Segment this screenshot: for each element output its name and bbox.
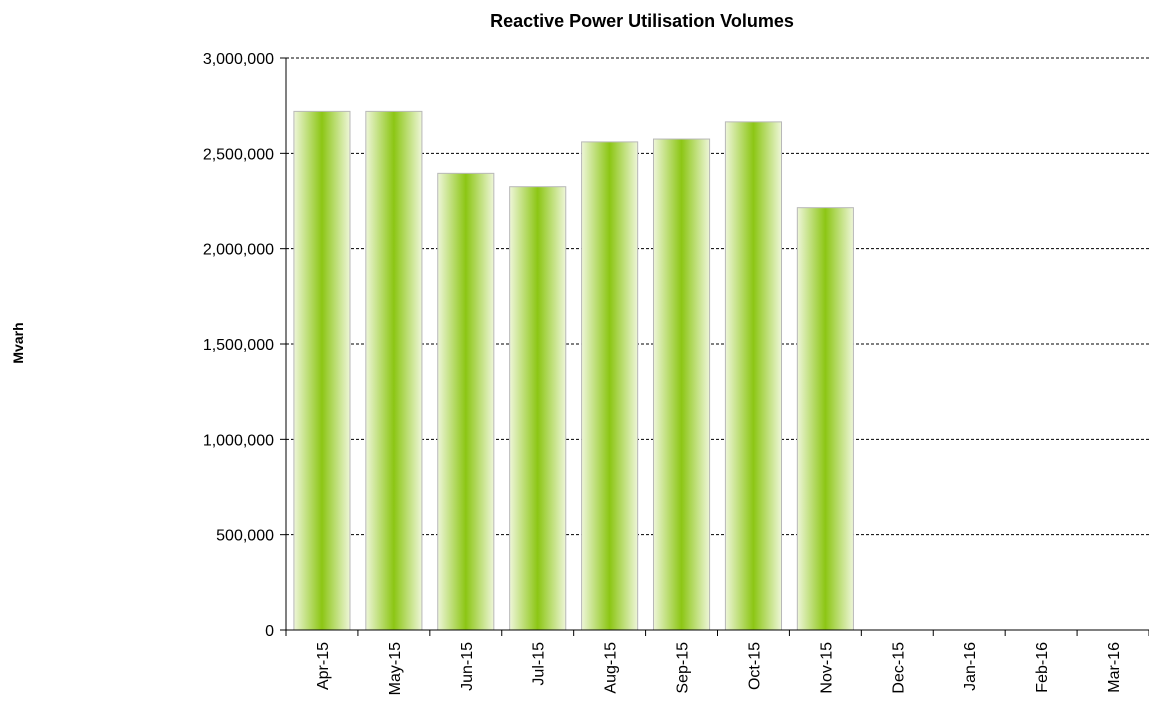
chart-title: Reactive Power Utilisation Volumes — [490, 11, 794, 31]
y-tick-label: 2,000,000 — [203, 242, 274, 259]
y-tick-label: 1,500,000 — [203, 337, 274, 354]
bar — [796, 207, 854, 631]
x-tick-label: Feb-16 — [1034, 642, 1051, 693]
bar — [437, 172, 495, 631]
bars — [293, 110, 854, 631]
bar — [293, 110, 351, 631]
bar — [724, 121, 783, 631]
gridlines — [286, 57, 1149, 536]
y-tick-label: 1,000,000 — [203, 432, 274, 449]
y-axis-label: Mvarh — [10, 322, 26, 363]
x-tick-label: Mar-16 — [1106, 642, 1123, 693]
x-tick-label: Apr-15 — [315, 642, 332, 690]
bar — [652, 138, 711, 631]
x-tick-label: Jun-15 — [459, 642, 476, 691]
x-tick-labels: Apr-15 May-15 Jun-15 Jul-15 Aug-15 Sep-15 Oct-… — [315, 642, 1123, 695]
axes — [280, 57, 1149, 636]
x-tick-label: Jul-15 — [531, 642, 548, 686]
x-tick-label: Aug-15 — [603, 642, 620, 694]
x-tick-label: Jan-16 — [962, 642, 979, 691]
y-tick-label: 2,500,000 — [203, 146, 274, 163]
x-tick-label: Dec-15 — [890, 642, 907, 694]
y-tick-label: 0 — [265, 623, 274, 640]
bar — [365, 110, 423, 631]
x-tick-label: May-15 — [387, 642, 404, 695]
bar — [509, 186, 567, 631]
x-tick-label: Oct-15 — [746, 642, 763, 690]
y-tick-label: 3,000,000 — [203, 51, 274, 68]
x-tick-label: Nov-15 — [818, 642, 835, 694]
y-tick-labels: 0 500,000 1,000,000 1,500,000 2,000,000 2,500… — [203, 51, 274, 640]
bar — [581, 141, 639, 631]
y-tick-label: 500,000 — [216, 528, 274, 545]
x-tick-label: Sep-15 — [675, 642, 692, 694]
